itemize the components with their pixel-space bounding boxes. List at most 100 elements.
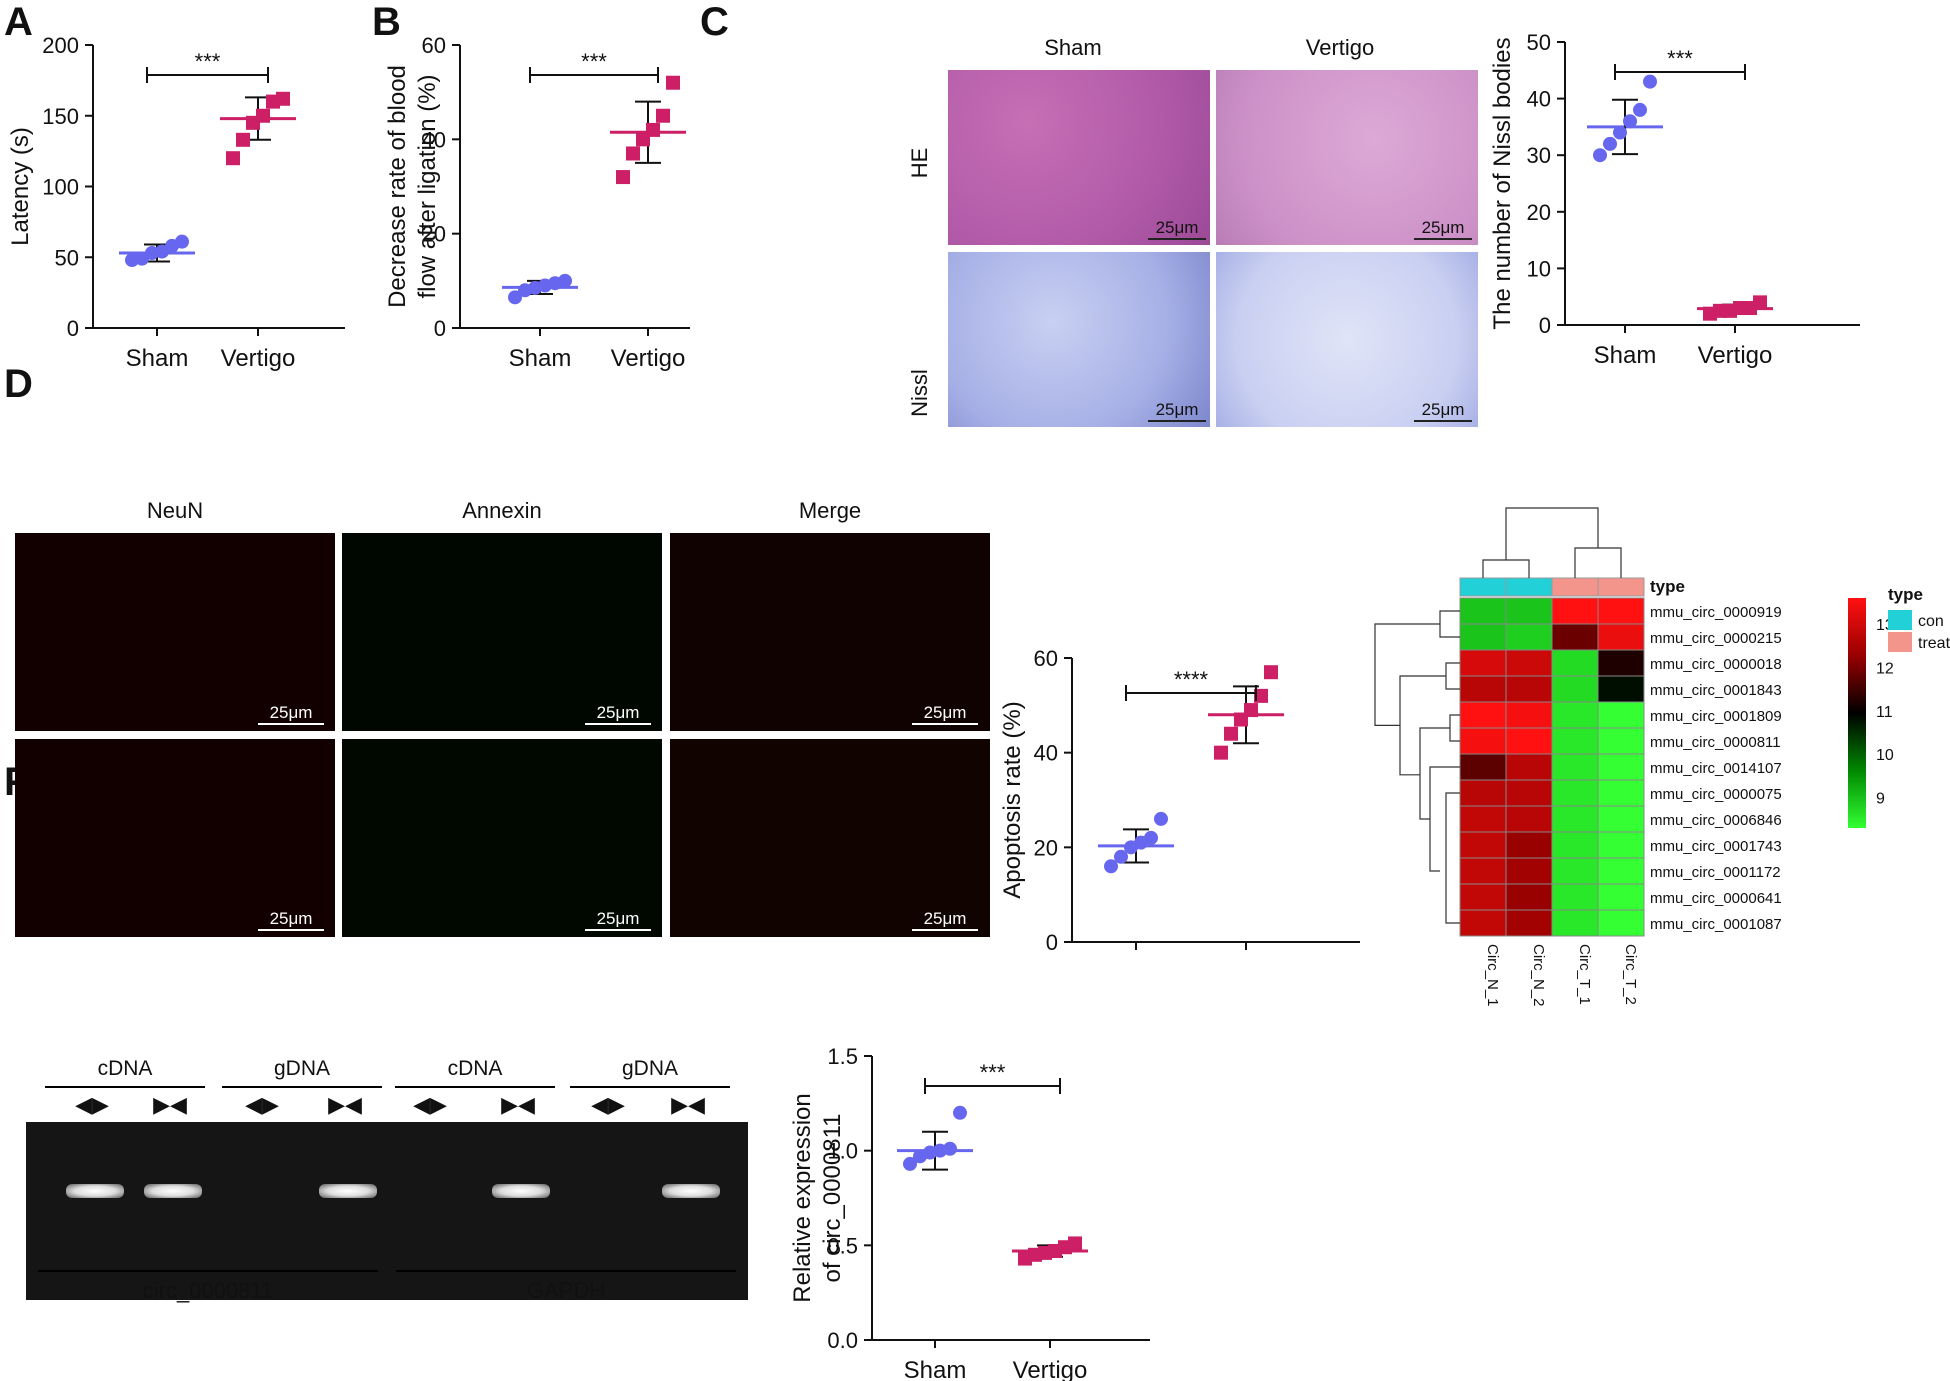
d-col-label-neun: NeuN xyxy=(146,498,204,523)
y-axis-title-text: Latency (s) xyxy=(7,127,34,246)
merge-sham-image xyxy=(670,533,990,731)
primer-arrows: ▶◀ xyxy=(671,1092,705,1117)
scale-bar-merge-sham: 25μm xyxy=(912,703,978,725)
chart-g: 0.0 0.5 1.0 1.5 Sham Vertigo Relative expressi… xyxy=(789,1044,1150,1381)
data-point xyxy=(1068,1236,1082,1251)
y-axis-title-line-1: Relative expression xyxy=(789,1093,816,1302)
data-point xyxy=(1214,745,1228,760)
data-point xyxy=(175,234,189,249)
row-label: mmu_circ_0000641 xyxy=(1650,890,1782,907)
row-label: mmu_circ_0001809 xyxy=(1650,708,1782,725)
gel-band xyxy=(66,1184,124,1198)
data-point xyxy=(226,151,240,166)
row-dendrogram xyxy=(1374,610,1460,924)
chart-b: 0 20 40 60 Sham Vertigo Decrease rate of blood… xyxy=(384,33,690,372)
dendro-branch xyxy=(1399,675,1446,776)
primer-arrows: ◀▶ xyxy=(245,1092,279,1117)
heatmap-cell xyxy=(1551,883,1599,911)
heatmap-e: type mmu_circ_0000919 mmu_circ_0000215 mmu_… xyxy=(1374,507,1950,1007)
gel-group-label-2: gDNA xyxy=(273,1057,331,1080)
y-axis-title: Decrease rate of blood flow after ligatio… xyxy=(384,65,441,308)
heatmap-cell xyxy=(1505,883,1553,911)
y-tick-label: 20 xyxy=(422,222,446,247)
x-tick-label: Vertigo xyxy=(1013,1357,1088,1381)
y-tick-label: 20 xyxy=(1527,200,1551,225)
heatmap-cell xyxy=(1551,779,1599,807)
primer-arrows: ▶◀ xyxy=(328,1092,362,1117)
y-axis-title-line-1: Decrease rate of blood xyxy=(384,65,411,308)
heatmap-cell xyxy=(1597,909,1645,937)
annexin-sham-image xyxy=(342,533,662,731)
heatmap-cell xyxy=(1551,909,1599,937)
heatmap-cell xyxy=(1505,857,1553,885)
c-col-label-vertigo: Vertigo xyxy=(1305,35,1375,60)
heatmap-cell xyxy=(1459,597,1507,625)
dendro-branch xyxy=(1445,792,1460,924)
y-tick-label: 1.5 xyxy=(827,1044,858,1069)
significance-label: *** xyxy=(195,49,221,74)
color-scale-tick: 11 xyxy=(1876,704,1893,721)
neun-vertigo-image xyxy=(15,739,335,937)
gene-underline-circ xyxy=(38,1270,378,1272)
heatmap-cell xyxy=(1505,649,1553,677)
data-point xyxy=(1144,830,1158,845)
row-label: mmu_circ_0000215 xyxy=(1650,630,1782,647)
data-point xyxy=(656,108,670,123)
type-row-label: type xyxy=(1650,577,1685,596)
x-tick-label: Sham xyxy=(126,345,189,372)
data-point xyxy=(666,75,680,90)
chart-c: 0 10 20 30 40 50 Sham Vertigo The number of Niss… xyxy=(1489,30,1860,369)
type-cell xyxy=(1551,577,1599,597)
dendro-branch xyxy=(1449,714,1460,742)
heatmap-cell xyxy=(1459,805,1507,833)
heatmap-cell xyxy=(1551,753,1599,781)
heatmap-cell xyxy=(1505,779,1553,807)
data-point xyxy=(508,290,522,305)
heatmap-cell xyxy=(1505,675,1553,703)
column-label: Circ_N_1 xyxy=(1484,944,1501,1007)
y-tick-label: 0 xyxy=(1539,313,1551,338)
data-point xyxy=(616,170,630,185)
column-label: Circ_N_2 xyxy=(1530,944,1547,1007)
dendro-branch xyxy=(1374,623,1440,726)
type-legend-swatch xyxy=(1888,632,1912,652)
significance-label: *** xyxy=(980,1060,1006,1085)
heatmap-cell xyxy=(1505,753,1553,781)
he-sham-image xyxy=(948,70,1210,245)
dendro-branch xyxy=(1439,610,1460,638)
heatmap-cell xyxy=(1551,649,1599,677)
scale-bar-neun-sham: 25μm xyxy=(258,703,324,725)
type-legend-title: type xyxy=(1888,585,1923,604)
heatmap-cell xyxy=(1505,727,1553,755)
merge-vertigo-image xyxy=(670,739,990,937)
y-axis-title: The number of Nissl bodies xyxy=(1489,37,1516,329)
heatmap-cell xyxy=(1597,857,1645,885)
x-tick-label: Vertigo xyxy=(611,345,686,372)
y-axis-title-text: Apoptosis rate (%) xyxy=(999,701,1026,898)
heatmap-cell xyxy=(1459,909,1507,937)
panel-label-b: B xyxy=(372,0,401,44)
column-dendrogram xyxy=(1482,507,1622,578)
row-label: mmu_circ_0001172 xyxy=(1650,864,1781,881)
y-axis-title: Relative expression of circ_0000811 xyxy=(789,1093,846,1302)
scale-bar-neun-vertigo: 25μm xyxy=(258,909,324,931)
heatmap-cell xyxy=(1597,831,1645,859)
dendro-branch xyxy=(1445,662,1460,690)
y-tick-label: 100 xyxy=(42,175,79,200)
column-label-group: Circ_T_2 xyxy=(1622,944,1639,1005)
row-label: mmu_circ_0001743 xyxy=(1650,838,1782,855)
heatmap-cell xyxy=(1505,701,1553,729)
column-label-group: Circ_N_1 xyxy=(1484,944,1501,1007)
data-point xyxy=(1224,726,1238,741)
type-cell xyxy=(1597,577,1645,597)
data-point xyxy=(943,1141,957,1156)
scale-bar-merge-vertigo: 25μm xyxy=(912,909,978,931)
data-point xyxy=(1104,859,1118,874)
column-label: Circ_T_2 xyxy=(1622,944,1639,1005)
heatmap-cell xyxy=(1459,883,1507,911)
data-point xyxy=(1753,295,1767,310)
he-vertigo-image xyxy=(1216,70,1478,245)
heatmap-cell xyxy=(1505,805,1553,833)
row-label: mmu_circ_0000919 xyxy=(1650,604,1782,621)
type-legend-label: treat xyxy=(1918,635,1950,652)
